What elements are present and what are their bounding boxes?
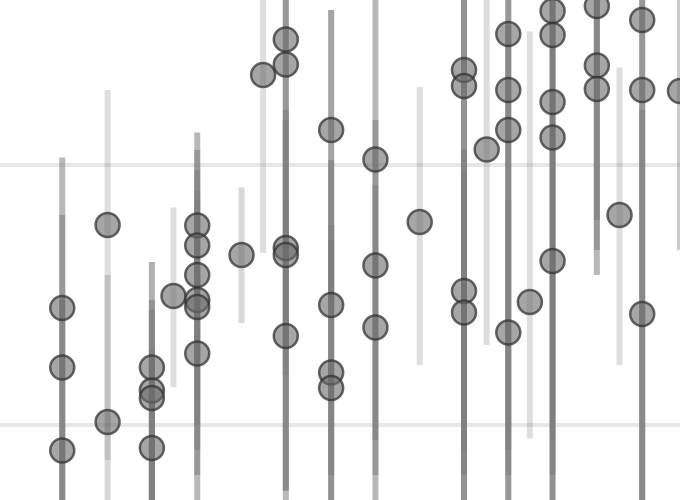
- data-point: [317, 116, 345, 144]
- data-point: [583, 0, 611, 20]
- data-point: [138, 384, 166, 412]
- data-point: [48, 437, 76, 464]
- data-point: [495, 319, 522, 346]
- data-point: [583, 52, 611, 79]
- point-layer: [48, 0, 680, 464]
- data-point: [473, 136, 500, 163]
- data-point: [138, 434, 166, 462]
- data-point: [495, 116, 522, 144]
- data-point: [539, 88, 566, 116]
- data-point: [183, 261, 211, 289]
- data-point: [628, 76, 656, 104]
- data-point: [94, 211, 121, 239]
- data-point: [628, 6, 656, 34]
- data-point: [272, 241, 300, 269]
- data-point: [272, 51, 300, 78]
- data-point: [450, 299, 478, 326]
- data-point: [362, 252, 389, 279]
- data-point: [628, 300, 656, 328]
- data-point: [48, 294, 76, 322]
- data-point: [666, 77, 680, 105]
- data-point: [606, 201, 633, 229]
- data-point: [583, 75, 611, 103]
- data-point: [362, 146, 389, 173]
- data-point: [94, 408, 121, 436]
- data-point: [539, 0, 566, 25]
- data-point: [183, 340, 211, 367]
- data-point: [317, 374, 345, 402]
- data-point: [362, 314, 389, 341]
- data-point: [539, 124, 566, 151]
- data-point: [317, 291, 345, 319]
- data-point: [183, 293, 211, 321]
- data-point: [495, 20, 522, 48]
- data-point: [516, 288, 544, 316]
- data-point: [450, 72, 478, 100]
- data-point: [249, 61, 277, 89]
- data-point: [272, 322, 300, 350]
- data-point: [406, 208, 433, 236]
- data-point: [539, 21, 566, 49]
- data-point: [183, 232, 211, 259]
- data-point: [228, 241, 255, 269]
- data-point: [48, 354, 76, 381]
- data-point: [495, 76, 522, 104]
- data-point: [160, 282, 187, 310]
- data-point: [272, 26, 300, 53]
- data-point: [138, 354, 166, 381]
- data-point: [539, 247, 566, 275]
